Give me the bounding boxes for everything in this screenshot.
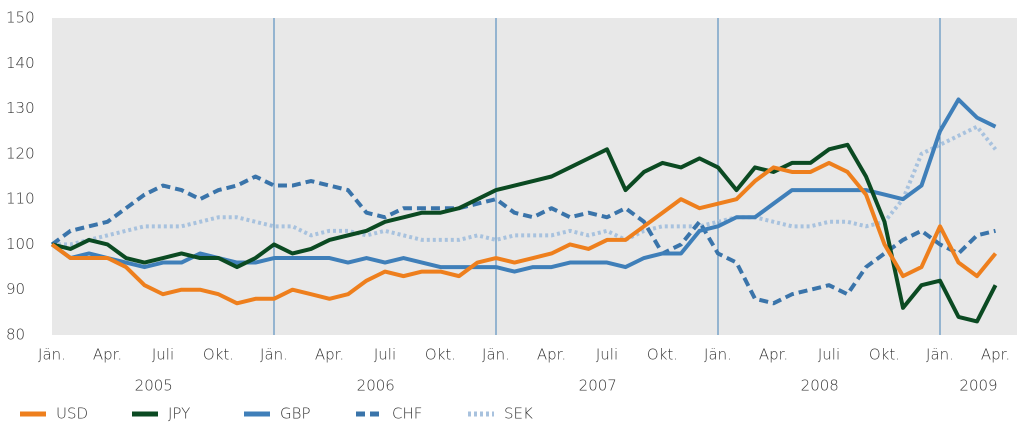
year-label: 2009 bbox=[959, 377, 997, 395]
y-tick-label: 120 bbox=[6, 144, 35, 162]
legend-label: USD bbox=[56, 405, 88, 423]
x-tick-label: Okt. bbox=[425, 346, 456, 364]
line-series bbox=[52, 124, 998, 247]
x-tick-label: Okt. bbox=[869, 346, 900, 364]
x-tick-label: Jän. bbox=[482, 346, 510, 364]
x-tick-label: Apr. bbox=[759, 346, 788, 364]
x-tick-label: Juli bbox=[374, 346, 396, 364]
x-tick-label: Apr. bbox=[981, 346, 1010, 364]
line-series bbox=[51, 142, 998, 324]
y-tick-label: 130 bbox=[6, 99, 35, 117]
y-tick-label: 150 bbox=[6, 9, 35, 27]
x-tick-label: Okt. bbox=[647, 346, 678, 364]
plot-area bbox=[52, 18, 1017, 335]
legend-label: JPY bbox=[168, 405, 190, 423]
year-label: 2007 bbox=[579, 377, 617, 395]
legend-label: CHF bbox=[392, 405, 422, 423]
year-label: 2006 bbox=[357, 377, 395, 395]
legend-label: SEK bbox=[504, 405, 533, 423]
legend-label: GBP bbox=[280, 405, 311, 423]
x-tick-label: Jän. bbox=[38, 346, 66, 364]
year-label: 2008 bbox=[801, 377, 839, 395]
line-series bbox=[50, 97, 997, 274]
x-tick-label: Jän. bbox=[926, 346, 954, 364]
line-series bbox=[50, 160, 998, 306]
y-tick-label: 100 bbox=[6, 235, 35, 253]
y-tick-label: 80 bbox=[6, 326, 25, 344]
x-tick-label: Juli bbox=[152, 346, 174, 364]
x-tick-label: Jän. bbox=[260, 346, 288, 364]
y-tick-label: 140 bbox=[6, 54, 35, 72]
x-tick-label: Apr. bbox=[93, 346, 122, 364]
x-tick-label: Apr. bbox=[315, 346, 344, 364]
line-series bbox=[50, 174, 996, 306]
x-tick-label: Juli bbox=[818, 346, 840, 364]
x-tick-label: Okt. bbox=[203, 346, 234, 364]
y-tick-label: 110 bbox=[6, 190, 35, 208]
year-label: 2005 bbox=[135, 377, 173, 395]
x-tick-label: Apr. bbox=[537, 346, 566, 364]
y-tick-label: 90 bbox=[6, 280, 25, 298]
x-tick-label: Jän. bbox=[704, 346, 732, 364]
x-tick-label: Juli bbox=[596, 346, 618, 364]
